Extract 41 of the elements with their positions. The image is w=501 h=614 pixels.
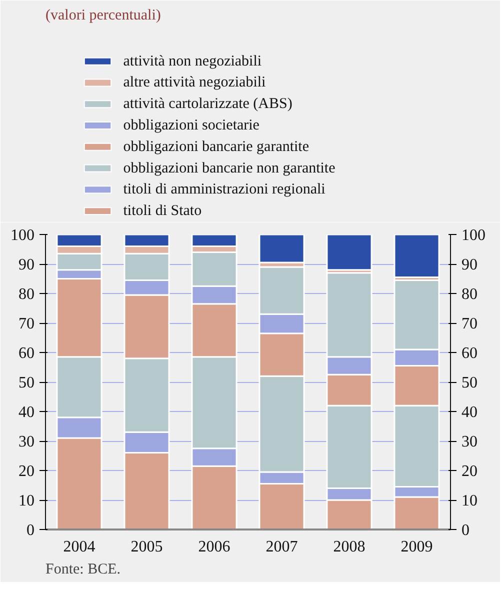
bar — [394, 234, 440, 278]
bar — [258, 234, 305, 264]
x-tick-label: 2008 — [333, 538, 366, 556]
legend-label: obbligazioni societarie — [123, 118, 260, 134]
y2-tick-label: 40 — [462, 404, 478, 421]
x-tick-label: 2006 — [198, 538, 230, 556]
legend-label: altre attività negoziabili — [123, 74, 266, 91]
y-tick-label: 70 — [18, 316, 34, 332]
y2-tick-label: 30 — [462, 434, 478, 450]
legend-label: obbligazioni bancarie garantite — [123, 138, 310, 155]
x-tick-label: 2005 — [130, 538, 163, 556]
y-tick-label: 80 — [18, 286, 34, 303]
y2-tick-label: 50 — [462, 374, 478, 392]
y-tick-label: 90 — [18, 256, 34, 274]
y-tick-label: 50 — [18, 374, 34, 392]
x-tick-label: 2004 — [63, 538, 96, 556]
x-tick-label: 2009 — [400, 538, 433, 556]
y-tick-label: 60 — [18, 345, 34, 362]
chart-title: (valori percentuali) — [46, 8, 161, 24]
legend-label: attività non negoziabili — [123, 53, 262, 70]
y2-tick-label: 100 — [462, 227, 486, 244]
y2-tick-label: 90 — [462, 256, 478, 274]
legend-label: titoli di amministrazioni regionali — [123, 182, 326, 198]
y-tick-label: 40 — [18, 404, 34, 421]
y2-tick-label: 60 — [462, 345, 478, 362]
y-tick-label: 100 — [10, 227, 34, 244]
y-tick-label: 0 — [26, 522, 34, 539]
y2-tick-label: 10 — [462, 492, 478, 510]
y2-tick-label: 20 — [462, 463, 478, 480]
legend-label: attività cartolarizzate (ABS) — [123, 96, 292, 112]
source-note: Fonte: BCE. — [46, 562, 121, 578]
y2-tick-label: 70 — [462, 316, 478, 332]
y-tick-label: 30 — [18, 434, 34, 450]
y-tick-label: 20 — [18, 463, 34, 480]
legend-label: titoli di Stato — [123, 203, 202, 220]
bar — [326, 234, 372, 271]
y2-tick-label: 0 — [462, 522, 470, 539]
legend-label: obbligazioni bancarie non garantite — [123, 160, 336, 176]
x-tick-label: 2007 — [266, 538, 298, 556]
y-tick-label: 10 — [18, 492, 34, 510]
y2-tick-label: 80 — [462, 286, 478, 303]
